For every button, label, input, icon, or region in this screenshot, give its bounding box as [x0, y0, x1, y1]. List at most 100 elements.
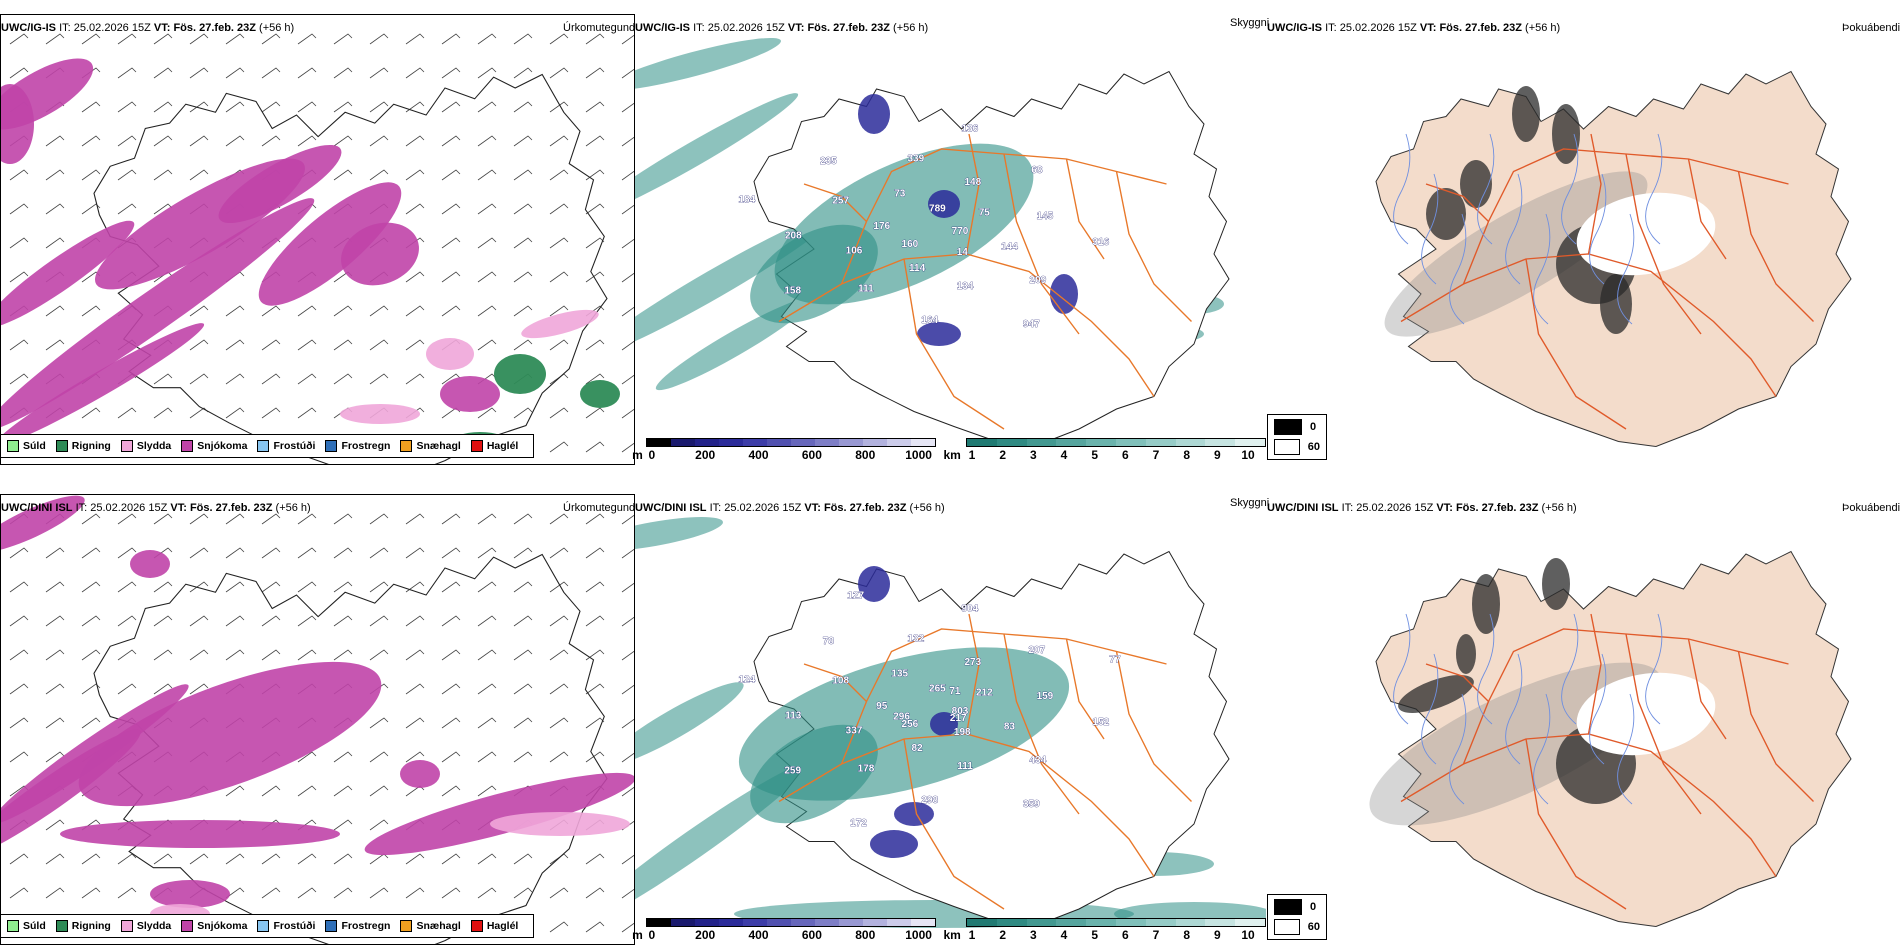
wind-barb: [621, 204, 634, 215]
vt-label: VT:: [170, 502, 187, 514]
precip-type-svg: [0, 495, 634, 944]
wind-barb: [333, 853, 353, 865]
cloudbase-value-label: 127: [847, 590, 864, 601]
cloudbase-value-label: 947: [1023, 319, 1040, 330]
wind-barb: [9, 169, 29, 181]
wind-barb: [441, 305, 461, 317]
wind-barb: [549, 33, 569, 45]
road-line: [1687, 638, 1727, 740]
wind-barb: [117, 853, 137, 865]
wind-barb: [333, 67, 353, 79]
wind-barb: [621, 582, 634, 593]
wind-barb: [261, 853, 281, 865]
wind-barb: [297, 649, 317, 661]
fog-index-map-dini: [1266, 494, 1900, 944]
wind-barb: [225, 513, 245, 525]
rain-area: [494, 354, 546, 394]
road-line: [1737, 171, 1814, 322]
wind-barb: [621, 170, 634, 181]
wind-barb: [549, 441, 569, 453]
cloudbase-value-label: 256: [902, 719, 919, 730]
colorbar-bin: [767, 439, 791, 446]
wind-barb: [621, 718, 634, 729]
wind-barb: [45, 683, 65, 695]
legend-item: Frostúði: [257, 440, 315, 452]
wind-barb: [441, 67, 461, 79]
river-line: [1449, 693, 1467, 805]
wind-barb: [117, 547, 137, 559]
wind-barb: [585, 373, 605, 385]
init-time: 25.02.2026 15Z: [707, 22, 785, 34]
road-line: [1065, 638, 1105, 740]
valid-time: Fös. 27.feb. 23Z: [823, 502, 907, 514]
legend-swatch: [400, 440, 413, 452]
wind-barb: [9, 649, 29, 661]
cloudbase-value-label: 339: [907, 153, 924, 164]
wind-barb: [513, 513, 533, 525]
valid-time: Fös. 27.feb. 23Z: [1455, 502, 1539, 514]
wind-barb: [297, 887, 317, 899]
fog-legend-label: 60: [1307, 921, 1320, 933]
wind-barb: [297, 785, 317, 797]
wind-barb: [405, 339, 425, 351]
wind-barb: [81, 853, 101, 865]
wind-barb: [81, 305, 101, 317]
colorbar-ramp: [966, 918, 1266, 927]
wind-barb: [117, 135, 137, 147]
wind-barb: [405, 203, 425, 215]
wind-barb: [45, 887, 65, 899]
road-line: [1400, 253, 1777, 397]
panel-title: Skyggni: [1230, 17, 1270, 29]
wind-barb: [153, 101, 173, 113]
colorbar-bin: [1145, 919, 1176, 926]
vt-label: VT:: [153, 22, 171, 34]
wind-barb: [45, 819, 65, 831]
wind-barb: [405, 853, 425, 865]
wind-barb: [405, 615, 425, 627]
legend-label: Snjókoma: [197, 440, 248, 452]
init-time: 25.02.2026 15Z: [1356, 502, 1434, 514]
wind-barb: [549, 169, 569, 181]
wind-barb: [441, 853, 461, 865]
wind-barb: [45, 135, 65, 147]
cloudbase-visibility-map-ig: 770 160 789 14 176 75 114 73 144 106 148 134 257 145 1…: [634, 14, 1266, 464]
snow-area: [60, 820, 340, 848]
colorbar-tick: 5: [1091, 448, 1098, 462]
colorbar-bin: [1056, 439, 1087, 446]
wind-barb: [513, 101, 533, 113]
wind-barb: [189, 683, 209, 695]
wind-barb: [81, 649, 101, 661]
road-line: [903, 738, 1005, 910]
snow-area: [218, 144, 342, 224]
wind-barb: [333, 33, 353, 45]
wind-barb: [549, 853, 569, 865]
wind-barb: [549, 921, 569, 933]
wind-barb: [477, 135, 497, 147]
wind-barb: [297, 751, 317, 763]
cloudbase-value-label: 217: [950, 713, 967, 724]
wind-barb: [441, 717, 461, 729]
fog-legend-item: 60: [1274, 439, 1320, 455]
wind-barb: [333, 649, 353, 661]
cloudbase-value-label: 111: [957, 761, 973, 772]
panel-title: Skyggni: [1230, 497, 1270, 509]
cloudbase-value-label: 164: [921, 315, 938, 326]
cloudbase-value-label: 296: [893, 712, 910, 723]
visibility-colorbar: km 1 2 3 4 5 6 7 8 9 10: [943, 918, 1266, 942]
wind-barb: [585, 649, 605, 661]
cloudbase-value-label: 198: [954, 727, 971, 738]
wind-barb: [225, 785, 245, 797]
wind-barb: [513, 339, 533, 351]
wind-barb: [621, 548, 634, 559]
cloudbase-value-label: 108: [832, 676, 849, 687]
fog-index-area: [1456, 634, 1476, 674]
fog-index-area: [1600, 274, 1632, 334]
road-line: [1425, 183, 1489, 222]
fog-index-area: [1542, 558, 1570, 610]
header-cloudbase-1: UWC/IG-IS IT: 25.02.2026 15Z VT: Fös. 27…: [635, 22, 928, 34]
cloudbase-colorbar: m 0 200 400 600 800 1000: [632, 438, 936, 462]
visibility-colorbar: km 1 2 3 4 5 6 7 8 9 10: [943, 438, 1266, 462]
river-line: [1421, 173, 1439, 285]
road-line: [1587, 133, 1602, 255]
valid-time: Fös. 27.feb. 23Z: [1439, 22, 1522, 34]
